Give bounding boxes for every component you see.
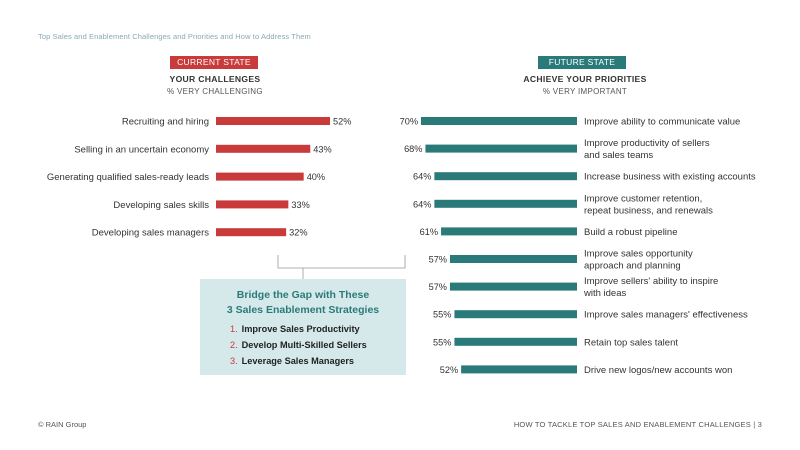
priority-bar <box>441 227 577 236</box>
challenge-value-label: 32% <box>289 228 307 238</box>
challenge-value-label: 43% <box>313 144 331 154</box>
priority-label: repeat business, and renewals <box>584 205 713 216</box>
priority-bar <box>461 365 577 374</box>
strategy-number: 3. <box>230 356 238 366</box>
priority-bar <box>434 199 577 208</box>
strategy-text: Improve Sales Productivity <box>241 324 360 334</box>
challenge-value-label: 33% <box>291 200 309 210</box>
challenges-subheading: % VERY CHALLENGING <box>167 87 263 96</box>
priority-value-label: 52% <box>440 365 458 375</box>
priorities-bars: 70% Improve ability to communicate value 6… <box>400 117 756 376</box>
priority-value-label: 55% <box>433 337 451 347</box>
priority-label: Improve customer retention, <box>584 193 702 204</box>
challenge-label: Generating qualified sales-ready leads <box>47 172 209 183</box>
challenge-label: Recruiting and hiring <box>122 117 209 128</box>
priority-value-label: 64% <box>413 172 431 182</box>
priority-label: Improve ability to communicate value <box>584 117 740 128</box>
strategies-callout: Bridge the Gap with These 3 Sales Enable… <box>200 279 406 375</box>
priority-bar <box>421 117 577 125</box>
priority-bar <box>449 255 577 263</box>
current-state-tag: CURRENT STATE <box>170 56 258 69</box>
future-state-tag: FUTURE STATE <box>538 56 626 69</box>
strategy-item: 3. Leverage Sales Managers <box>230 356 354 366</box>
priority-value-label: 64% <box>413 199 431 209</box>
priority-label: Improve sellers' ability to inspire <box>584 276 718 287</box>
challenge-bar <box>216 172 304 181</box>
strategy-text: Leverage Sales Managers <box>241 356 355 366</box>
priority-value-label: 61% <box>420 227 438 237</box>
priority-value-label: 57% <box>429 255 447 265</box>
priority-bar <box>454 310 577 319</box>
challenge-label: Developing sales skills <box>113 200 209 211</box>
strategy-item: 2. Develop Multi-Skilled Sellers <box>230 340 367 350</box>
priority-bar <box>449 282 577 291</box>
priorities-heading: ACHIEVE YOUR PRIORITIES <box>523 74 647 84</box>
strategy-text: Develop Multi-Skilled Sellers <box>241 340 367 350</box>
priority-label: Build a robust pipeline <box>584 227 677 238</box>
page-title: Top Sales and Enablement Challenges and … <box>38 32 311 41</box>
callout-title: Bridge the Gap with These 3 Sales Enable… <box>200 288 406 318</box>
priority-label: Improve productivity of sellers <box>584 138 710 149</box>
priorities-subheading: % VERY IMPORTANT <box>542 87 628 96</box>
priority-bar <box>454 337 577 346</box>
priority-label: approach and planning <box>584 261 681 272</box>
challenge-label: Selling in an uncertain economy <box>74 144 209 155</box>
priority-value-label: 70% <box>400 117 418 127</box>
priority-label: with ideas <box>583 288 626 299</box>
challenge-value-label: 40% <box>307 172 325 182</box>
priority-value-label: 57% <box>429 282 447 292</box>
priority-label: Improve sales managers' effectiveness <box>584 310 748 321</box>
strategy-number: 2. <box>230 340 238 350</box>
strategy-item: 1. Improve Sales Productivity <box>230 324 360 334</box>
strategy-number: 1. <box>230 324 238 334</box>
priority-label: Improve sales opportunity <box>584 249 693 260</box>
challenge-bar <box>216 117 330 125</box>
priority-value-label: 55% <box>433 310 451 320</box>
priority-label: Drive new logos/new accounts won <box>584 365 732 376</box>
gap-bracket <box>277 255 406 279</box>
callout-title-line1: Bridge the Gap with These <box>236 289 370 301</box>
challenge-label: Developing sales managers <box>92 228 209 239</box>
callout-title-line2: 3 Sales Enablement Strategies <box>226 304 380 316</box>
priority-value-label: 68% <box>404 144 422 154</box>
challenge-bar <box>216 144 311 153</box>
priority-label: and sales teams <box>584 150 653 161</box>
challenges-heading: YOUR CHALLENGES <box>169 74 261 84</box>
challenge-bar <box>216 228 287 237</box>
priority-bar <box>425 144 577 153</box>
priority-label: Increase business with existing accounts <box>584 172 756 183</box>
footer-page-label: HOW TO TACKLE TOP SALES AND ENABLEMENT C… <box>513 420 762 429</box>
footer-copyright: © RAIN Group <box>38 420 87 429</box>
priority-bar <box>434 172 577 181</box>
challenge-value-label: 52% <box>333 117 351 127</box>
challenges-bars: Recruiting and hiring 52% Selling in an un… <box>47 117 352 239</box>
challenge-bar <box>216 200 289 209</box>
priority-label: Retain top sales talent <box>584 337 678 348</box>
